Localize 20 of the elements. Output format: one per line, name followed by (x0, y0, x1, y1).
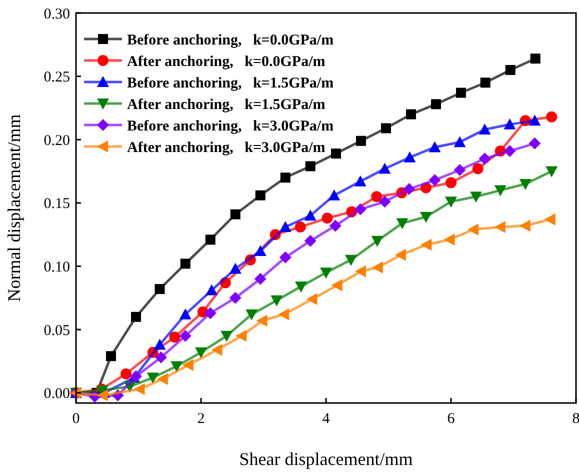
y-tick-label: 0.20 (44, 132, 70, 149)
x-tick-label: 2 (197, 411, 205, 427)
legend-label: After anchoring, k=3.0GPa/m (127, 140, 326, 156)
x-tick-label: 6 (447, 411, 456, 427)
legend-label: Before anchoring, k=3.0GPa/m (127, 118, 334, 134)
x-tick-label: 4 (322, 411, 330, 427)
y-tick-label: 0.00 (44, 386, 70, 402)
y-tick-label: 0.30 (44, 6, 70, 22)
y-tick-label: 0.25 (44, 70, 70, 86)
y-tick-label: 0.15 (44, 196, 70, 212)
legend-label: Before anchoring, k=0.0GPa/m (127, 32, 334, 48)
x-tick-label: 0 (72, 411, 80, 427)
x-axis-title: Shear displacement/mm (239, 449, 413, 469)
legend-label: Before anchoring, k=1.5GPa/m (127, 75, 334, 92)
y-tick-label: 0.05 (44, 322, 70, 339)
legend-label: After anchoring, k=0.0GPa/m (127, 54, 326, 70)
y-tick-label: 0.10 (44, 259, 70, 276)
legend-label: After anchoring, k=1.5GPa/m (127, 96, 326, 113)
y-axis-title: Normal displacement/mm (4, 114, 24, 302)
x-tick-label: 8 (572, 411, 579, 427)
